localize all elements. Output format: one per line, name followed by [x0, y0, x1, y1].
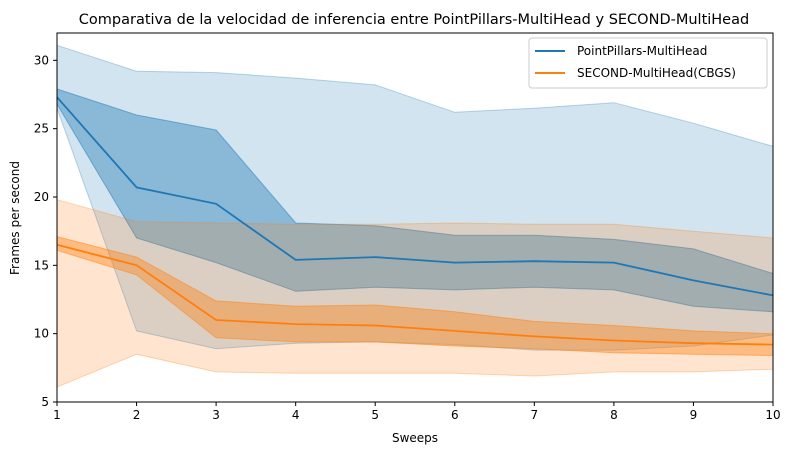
plot-frame [56, 32, 774, 403]
x-tick-label: 3 [212, 408, 220, 422]
y-axis: 5 10 15 20 25 30 [34, 53, 57, 409]
y-tick-label: 20 [34, 190, 49, 204]
y-tick-label: 15 [34, 258, 49, 272]
x-tick-label: 9 [690, 408, 698, 422]
x-tick-label: 8 [610, 408, 618, 422]
y-axis-label: Frames per second [8, 161, 22, 275]
legend: PointPillars-MultiHead SECOND-MultiHead(… [528, 37, 768, 89]
x-tick-label: 5 [371, 408, 379, 422]
x-tick-label: 1 [53, 408, 61, 422]
legend-box [528, 37, 768, 89]
chart-title: Comparativa de la velocidad de inferenci… [79, 12, 749, 28]
x-axis-label: Sweeps [392, 431, 438, 445]
y-tick-label: 5 [41, 395, 49, 409]
y-tick-label: 10 [34, 327, 49, 341]
series-line-pointpillars [56, 96, 774, 297]
y-tick-label: 30 [34, 53, 49, 67]
series-line-second [56, 243, 774, 346]
legend-label-pointpillars: PointPillars-MultiHead [577, 44, 707, 58]
x-axis: 1 2 3 4 5 6 7 8 9 10 [53, 402, 781, 422]
x-tick-label: 2 [133, 408, 141, 422]
y-tick-label: 25 [34, 122, 49, 136]
x-tick-label: 6 [451, 408, 459, 422]
confidence-bands [56, 44, 774, 388]
series-lines [56, 96, 774, 346]
x-tick-label: 7 [531, 408, 539, 422]
x-tick-label: 10 [765, 408, 780, 422]
legend-label-second: SECOND-MultiHead(CBGS) [577, 66, 736, 80]
x-tick-label: 4 [292, 408, 300, 422]
